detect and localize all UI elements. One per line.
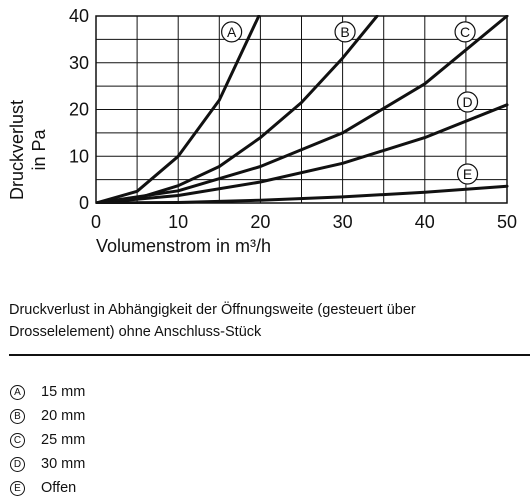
legend-label-e: Offen [41,480,77,496]
legend-label-d: 30 mm [41,456,86,472]
pressure-loss-chart: 0 10 20 30 40 50 0 10 20 30 40 Volumenstrom in m³/h… [7,6,517,256]
curve-label-circle-c [454,21,476,43]
legend: A 15 mm B 20 mm C 25 mm D 30 mm E Offen [10,380,85,500]
x-axis-label: Volumenstrom in m³/h [96,236,271,256]
legend-item-d: D 30 mm [10,452,85,476]
curve-label-circle-e [456,163,479,185]
series-line-e [96,184,509,204]
chart-caption: Druckverlust in Abhängigkeit der Öffnung… [9,302,416,340]
series-line-c [96,15,509,204]
x-tick-label: 20 [250,212,270,232]
legend-badge-b: B [10,408,25,424]
curve-label-a: A [227,24,237,40]
curve-label-circle-a [221,21,243,43]
legend-badge-c: C [10,432,25,448]
y-tick-label: 10 [69,146,89,166]
legend-item-b: B 20 mm [10,404,85,428]
legend-label-c: 25 mm [41,432,86,448]
x-tick-label: 0 [91,212,101,232]
series-line-a [96,15,261,204]
series-line-d [96,103,509,204]
x-tick-label: 10 [168,212,188,232]
curve-label-d: D [462,94,472,110]
y-tick-label: 40 [69,6,89,26]
x-tick-label: 40 [415,212,435,232]
y-tick-label: 30 [69,53,89,73]
curve-label-e: E [463,166,472,182]
legend-label-b: 20 mm [41,408,86,424]
legend-item-e: E Offen [10,476,85,500]
y-axis-label: in Pa [29,128,49,170]
curve-label-b: B [340,24,349,40]
curve-label-circle-d [456,91,479,113]
y-tick-label: 20 [69,100,89,120]
curve-label-circle-b [334,21,356,43]
legend-item-c: C 25 mm [10,428,85,452]
legend-badge-d: D [10,456,25,472]
divider [9,354,530,356]
legend-item-a: A 15 mm [10,380,85,404]
legend-label-a: 15 mm [41,384,86,400]
x-tick-label: 30 [333,212,353,232]
legend-badge-e: E [10,480,25,496]
curve-label-c: C [460,24,470,40]
plot-frame [95,15,508,204]
y-axis-label: Druckverlust [7,100,27,200]
legend-badge-a: A [10,384,25,400]
x-tick-label: 50 [497,212,517,232]
y-tick-label: 0 [79,193,89,213]
